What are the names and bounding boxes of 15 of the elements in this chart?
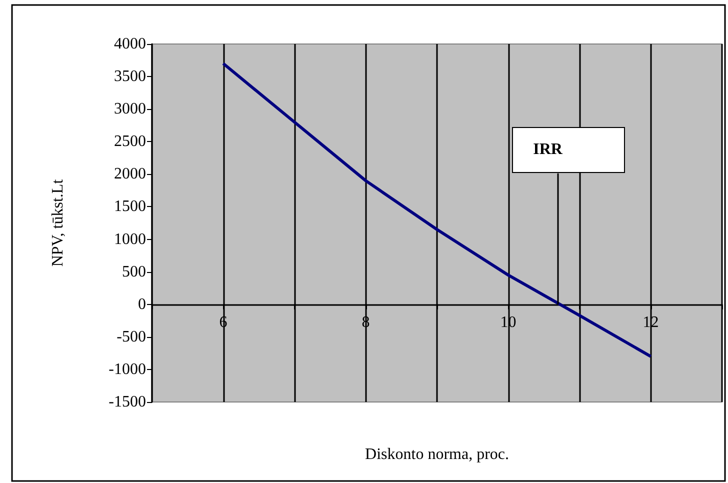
y-tick-label: 0	[138, 296, 146, 313]
y-tick-label: -1500	[108, 394, 146, 410]
callout-box: IRR	[512, 127, 626, 174]
y-tick-label: 1000	[114, 230, 146, 248]
y-tick-label: 2000	[114, 166, 146, 183]
y-tick-label: 2500	[114, 133, 146, 150]
y-tick-label: 500	[122, 263, 146, 280]
y-tick-label: 3000	[114, 100, 146, 118]
y-tick-label: 3500	[114, 68, 146, 86]
y-tick-label: 1500	[114, 198, 146, 216]
y-tick-label: 4000	[114, 36, 146, 52]
y-axis-title: NPV, tūkst.Lt	[50, 178, 66, 267]
x-axis-title: Diskonto norma, proc.	[365, 446, 509, 463]
y-tick-label: -1000	[108, 360, 146, 378]
y-tick-label: -500	[116, 328, 146, 346]
